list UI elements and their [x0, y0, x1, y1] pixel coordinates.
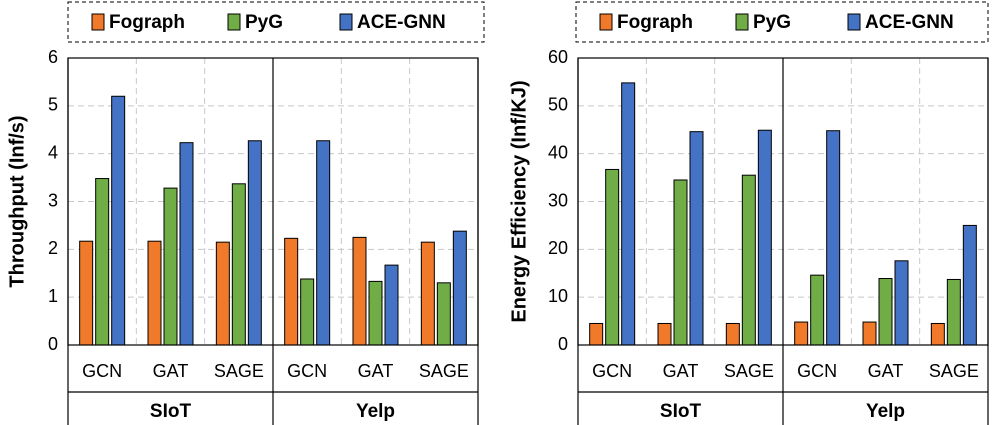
- bar: [300, 278, 315, 346]
- bar: [605, 168, 620, 346]
- legend-label: PyG: [245, 12, 283, 33]
- x-tick-label: GCN: [797, 361, 837, 381]
- y-tick-label: 4: [48, 142, 58, 162]
- group-label: Yelp: [356, 401, 395, 422]
- bar: [111, 95, 126, 346]
- legend-swatch: [339, 13, 353, 31]
- bar: [673, 179, 688, 346]
- bar: [725, 322, 740, 346]
- y-tick-label: 50: [548, 95, 568, 115]
- y-tick-label: 60: [548, 47, 568, 67]
- bar: [452, 230, 467, 346]
- y-tick-label: 5: [48, 95, 58, 115]
- bar: [657, 322, 672, 346]
- group-label: SIoT: [660, 401, 702, 422]
- bar: [163, 187, 178, 346]
- y-tick-label: 0: [48, 334, 58, 354]
- bar: [946, 278, 961, 346]
- bar: [368, 280, 383, 346]
- x-tick-label: GAT: [868, 361, 904, 381]
- y-axis-label: Energy Efficiency (Inf/KJ): [508, 80, 530, 322]
- y-tick-label: 40: [548, 142, 568, 162]
- x-tick-label: GAT: [358, 361, 394, 381]
- y-axis-label: Throughput (Inf/s): [6, 115, 28, 287]
- chart: 0 1 2 3 4 5 6 GCN GAT SAGE GCN GAT SAGE SIoT Yelp Throu…: [6, 1, 485, 425]
- x-tick-label: SAGE: [724, 361, 774, 381]
- group-label: SIoT: [150, 401, 192, 422]
- legend-swatch: [91, 13, 105, 31]
- x-tick-label: SAGE: [214, 361, 264, 381]
- bar: [894, 260, 909, 346]
- bar: [179, 142, 194, 346]
- legend-label: ACE-GNN: [357, 12, 446, 33]
- y-tick-label: 6: [48, 47, 58, 67]
- legend-label: Fograph: [109, 12, 185, 33]
- x-tick-label: GCN: [287, 361, 327, 381]
- bar: [757, 129, 772, 346]
- bar: [826, 130, 841, 346]
- bar: [621, 82, 636, 346]
- x-tick-label: SAGE: [419, 361, 469, 381]
- legend-label: PyG: [753, 12, 791, 33]
- bar: [316, 140, 331, 346]
- bar: [810, 274, 825, 346]
- bar: [352, 236, 367, 346]
- bar: [436, 282, 451, 346]
- x-tick-label: GCN: [592, 361, 632, 381]
- y-tick-label: 1: [48, 286, 58, 306]
- bar: [147, 240, 162, 346]
- bar: [862, 321, 877, 346]
- x-tick-label: GAT: [663, 361, 699, 381]
- bar: [231, 183, 246, 346]
- bar: [589, 322, 604, 346]
- x-tick-label: GAT: [153, 361, 189, 381]
- bar: [215, 241, 230, 346]
- legend-box: [67, 1, 485, 43]
- legend-label: ACE-GNN: [865, 12, 954, 33]
- bar: [878, 278, 893, 346]
- y-tick-label: 0: [558, 334, 568, 354]
- legend-swatch: [227, 13, 241, 31]
- y-tick-label: 10: [548, 286, 568, 306]
- legend-box: [575, 1, 989, 43]
- bar: [284, 237, 299, 346]
- bar: [247, 140, 262, 346]
- y-tick-label: 3: [48, 190, 58, 210]
- y-tick-label: 2: [48, 238, 58, 258]
- chart: 0 10 20 30 40 50 60 GCN GAT SAGE GCN GAT SAGE SIoT Yel…: [508, 1, 989, 425]
- legend-label: Fograph: [617, 12, 693, 33]
- x-tick-label: GCN: [82, 361, 122, 381]
- bar: [741, 174, 756, 346]
- x-tick-label: SAGE: [929, 361, 979, 381]
- legend-swatch: [599, 13, 613, 31]
- bar: [962, 224, 977, 346]
- legend-swatch: [847, 13, 861, 31]
- bar: [95, 178, 110, 346]
- bar: [689, 131, 704, 346]
- legend-swatch: [735, 13, 749, 31]
- bar: [384, 264, 399, 346]
- group-label: Yelp: [866, 401, 905, 422]
- y-tick-label: 30: [548, 190, 568, 210]
- bar: [79, 240, 94, 346]
- bar: [930, 322, 945, 346]
- bar: [794, 321, 809, 346]
- y-tick-label: 20: [548, 238, 568, 258]
- bar: [420, 241, 435, 346]
